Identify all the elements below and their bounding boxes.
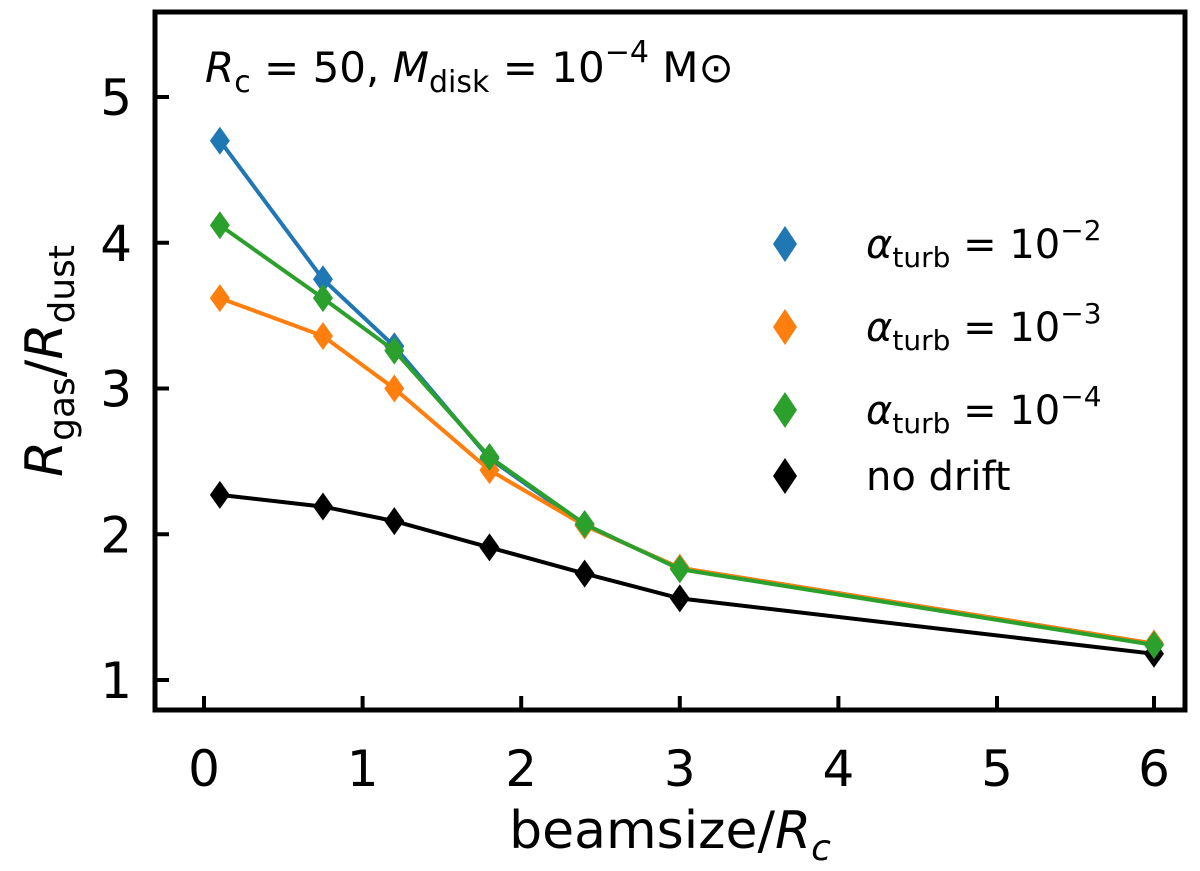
legend-entry-alpha-1e-4: αturb = 10−4: [773, 380, 1102, 440]
y-axis-label: Rgas/Rdust: [15, 245, 83, 477]
legend-marker-alpha-1e-4: [773, 392, 797, 428]
series-1-point-0: [209, 284, 230, 313]
x-tick-label-6: 6: [1138, 740, 1170, 798]
legend: αturb = 10−2 αturb = 10−3 αturb = 10−4 n…: [773, 214, 1102, 500]
x-axis-label: beamsize/Rc: [509, 801, 831, 869]
legend-marker-alpha-1e-3: [773, 309, 797, 345]
series-1-point-1: [312, 322, 333, 351]
series-2-point-1: [312, 284, 333, 313]
x-tick-label-1: 1: [347, 740, 379, 798]
legend-entry-no-drift: no drift: [773, 454, 1011, 500]
y-tick-label-2: 2: [100, 506, 132, 564]
x-tick-label-4: 4: [822, 740, 854, 798]
series-3-line: [219, 492, 1155, 656]
series-0-point-1: [312, 265, 333, 294]
y-tick-label-1: 1: [100, 652, 132, 710]
legend-label-no-drift: no drift: [866, 454, 1011, 500]
x-tick-label-3: 3: [664, 740, 696, 798]
series-3-point-0: [209, 480, 230, 509]
series-2-point-2: [384, 336, 405, 365]
series-2-point-6: [1144, 631, 1164, 660]
series-2-point-3: [479, 443, 500, 472]
series-3-point-3: [479, 533, 500, 562]
series-layer: [209, 126, 1164, 668]
x-tick-label-2: 2: [505, 740, 537, 798]
annotation-text: Rc = 50, Mdisk = 10−4 M⊙: [205, 35, 734, 100]
y-tick-label-4: 4: [100, 215, 132, 273]
series-3-point-5: [669, 584, 690, 613]
series-3-point-2: [384, 507, 405, 536]
legend-entry-alpha-1e-3: αturb = 10−3: [773, 297, 1102, 357]
legend-label-alpha-1e-2: αturb = 10−2: [866, 214, 1102, 274]
series-1-point-2: [384, 374, 405, 403]
series-0-point-0: [209, 126, 230, 155]
y-tick-label-5: 5: [100, 69, 132, 127]
x-tick-label-5: 5: [981, 740, 1013, 798]
legend-entry-alpha-1e-2: αturb = 10−2: [773, 214, 1102, 274]
series-2-point-5: [669, 555, 690, 584]
series-2-point-4: [574, 510, 595, 539]
legend-marker-no-drift: [773, 458, 797, 494]
legend-label-alpha-1e-4: αturb = 10−4: [866, 380, 1102, 440]
plot-frame: [152, 9, 1188, 713]
series-3-point-4: [574, 559, 595, 588]
series-2-point-0: [209, 211, 230, 240]
x-tick-label-0: 0: [188, 740, 220, 798]
series-3-point-1: [312, 492, 333, 521]
legend-label-alpha-1e-3: αturb = 10−3: [866, 297, 1102, 357]
series-2-line: [218, 223, 1155, 647]
y-tick-label-3: 3: [100, 361, 132, 419]
legend-marker-alpha-1e-2: [773, 226, 797, 262]
